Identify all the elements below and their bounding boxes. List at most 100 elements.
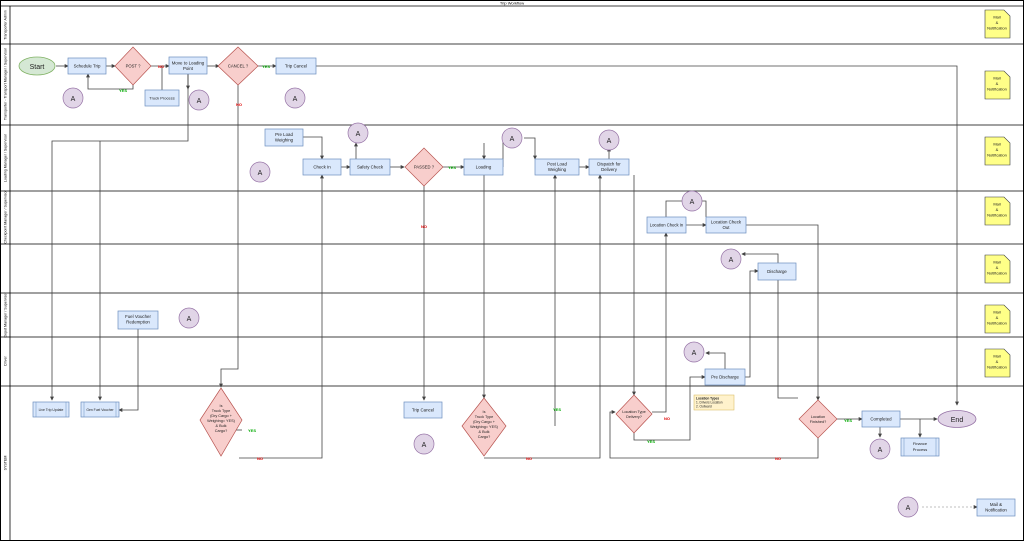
connector-a[interactable]: A <box>413 433 435 455</box>
finance-process-box[interactable]: Finance Process <box>900 437 940 457</box>
connector-a[interactable]: A <box>869 438 891 460</box>
move-loading-point-box[interactable]: Move to Loading Point <box>168 56 208 75</box>
connector-a[interactable]: A <box>501 127 523 149</box>
completed-box[interactable]: Completed <box>861 410 901 428</box>
truck-type-decision-1[interactable]: Is Truck Type (Dry Cargo + Weighing= YES… <box>199 387 243 457</box>
edge-label-yes: YES <box>448 165 456 170</box>
post-load-weighing-box[interactable]: Post Load Weighing <box>534 158 580 176</box>
post-decision[interactable]: POST ? <box>114 46 152 86</box>
lane-label-loading-manager: Loading Manager / Supervisor <box>4 133 8 182</box>
fuel-voucher-label-2: Redemption <box>126 320 150 325</box>
connector-a[interactable]: A <box>598 129 620 151</box>
end-terminal[interactable]: End <box>937 410 977 428</box>
pre-load-weighing-box[interactable]: Pre Load Weighing <box>264 128 304 147</box>
end-label: End <box>951 417 964 424</box>
connector-a[interactable]: A <box>249 161 271 183</box>
dispatch-label-2: Delivery <box>601 167 618 172</box>
move-loading-label-1: Move to Loading <box>172 61 205 66</box>
loading-label: Loading <box>476 165 492 170</box>
edge-label-no: NO <box>257 456 263 461</box>
connector-a[interactable]: A <box>897 496 919 518</box>
pre-load-label-1: Pre Load <box>275 132 293 137</box>
start-label: Start <box>30 64 45 71</box>
connector-a[interactable]: A <box>62 87 84 109</box>
start-terminal[interactable]: Start <box>18 56 56 76</box>
mail-note-line-2: & <box>996 265 999 270</box>
diagram-title: Trip Workflow <box>500 1 524 6</box>
live-trip-update-box[interactable]: Live Trip Update <box>32 401 70 418</box>
connector-a-label: A <box>293 96 298 103</box>
lane-label-transport-manager: Transporter - Transport Manager / Superv… <box>4 47 8 120</box>
connector-a-label: A <box>690 199 695 206</box>
dispatch-delivery-box[interactable]: Dispatch for Delivery <box>588 158 630 176</box>
mail-note-line-2: & <box>996 81 999 86</box>
mail-note-line-3: Notification <box>987 213 1007 218</box>
mail-system-label-2: Notification <box>985 508 1007 513</box>
mail-notification-note: Mail & Notification <box>984 304 1011 334</box>
connector-a[interactable]: A <box>683 341 705 363</box>
location-type-decision[interactable]: Location Type Delivery? <box>615 394 653 434</box>
connector-a[interactable]: A <box>720 248 742 270</box>
connector-a[interactable]: A <box>681 190 703 212</box>
connector-a-label: A <box>422 442 427 449</box>
mail-note-line-3: Notification <box>987 271 1007 276</box>
mail-note-line-3: Notification <box>987 87 1007 92</box>
location-type-line-2: Delivery? <box>626 415 642 419</box>
connector-a-label: A <box>607 138 612 145</box>
fuel-voucher-label-1: Fuel Voucher <box>125 314 151 319</box>
cancel-decision[interactable]: CANCEL ? <box>217 46 259 86</box>
trip-cancel-top-box[interactable]: Trip Cancel <box>275 57 317 75</box>
mail-note-line-2: & <box>996 359 999 364</box>
check-in-label: Check In <box>313 165 331 170</box>
truck-type-1-line-1: Is <box>220 404 223 408</box>
completed-label: Completed <box>870 417 892 422</box>
safety-check-label: Safety Check <box>357 165 384 170</box>
truck-type-2-line-6: Cargo? <box>478 435 490 439</box>
truck-type-decision-2[interactable]: Is Truck Type (Dry Cargo + Weighing= YES… <box>461 397 507 457</box>
check-in-box[interactable]: Check In <box>302 158 342 176</box>
truck-type-1-line-4: Weighing= YES) <box>207 419 236 423</box>
location-check-in-box[interactable]: Location Check In <box>646 216 687 234</box>
truck-type-2-line-3: (Dry Cargo + <box>473 420 496 424</box>
connector-a[interactable]: A <box>284 87 306 109</box>
edge-labels: NO YES YES NO YES NO YES NO YES NO NO YE… <box>119 64 852 461</box>
discharge-box[interactable]: Discharge <box>757 262 797 281</box>
connector-a-label: A <box>510 136 515 143</box>
trip-cancel-system-label: Trip Cancel <box>412 408 434 413</box>
connector-a-label: A <box>258 170 263 177</box>
connector-a[interactable]: A <box>347 122 369 144</box>
location-types-note: Location Types 1. Drivers Location 2. Ou… <box>693 394 735 411</box>
lane-label-depot-manager: Depot Manager / Supervisor <box>4 292 8 338</box>
schedule-trip-box[interactable]: Schedule Trip <box>67 57 107 75</box>
connector-a[interactable]: A <box>178 307 200 329</box>
mail-notification-system-box[interactable]: Mail & Notification <box>976 498 1016 517</box>
mail-notification-note: Mail & Notification <box>984 136 1011 166</box>
location-finished-line-1: Location <box>811 415 825 419</box>
loading-box[interactable]: Loading <box>463 158 504 176</box>
location-check-out-box[interactable]: Location Check Out <box>705 216 747 234</box>
discharge-label: Discharge <box>767 269 787 274</box>
edge-label-no: NO <box>236 102 242 107</box>
connector-a-label: A <box>71 96 76 103</box>
connector-a-label: A <box>692 350 697 357</box>
truck-process-box[interactable]: Truck Process <box>144 89 180 107</box>
pre-discharge-box[interactable]: Pre Discharge <box>704 368 746 386</box>
gen-fuel-voucher-box[interactable]: Gen Fuel Voucher <box>80 401 120 418</box>
edge-label-yes: YES <box>119 88 127 93</box>
mail-note-line-2: & <box>996 20 999 25</box>
lane-label-transporter-admin: Transporter Admin <box>4 10 8 39</box>
schedule-trip-label: Schedule Trip <box>74 64 101 69</box>
cancel-decision-label: CANCEL ? <box>228 64 249 69</box>
connector-a-label: A <box>729 257 734 264</box>
connector-a[interactable]: A <box>188 89 210 111</box>
trip-cancel-system-box[interactable]: Trip Cancel <box>403 401 443 419</box>
edge-label-no: NO <box>421 224 427 229</box>
safety-check-box[interactable]: Safety Check <box>349 158 391 176</box>
fuel-voucher-redemption-box[interactable]: Fuel Voucher Redemption <box>117 310 159 330</box>
passed-decision[interactable]: PASSED ? <box>404 147 444 187</box>
location-finished-decision[interactable]: Location Finished? <box>798 399 838 439</box>
truck-type-1-line-3: (Dry Cargo + <box>210 414 233 418</box>
edge-label-no: NO <box>775 456 781 461</box>
edge-label-yes: YES <box>248 428 256 433</box>
